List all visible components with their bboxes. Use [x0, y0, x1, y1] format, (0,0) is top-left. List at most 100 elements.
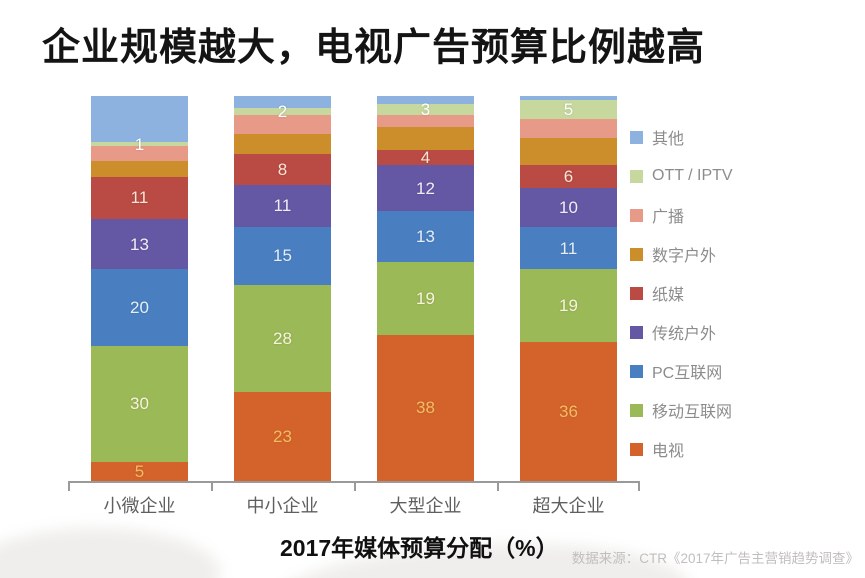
segment-value-label: 13	[416, 226, 435, 246]
category-label-小微企业: 小微企业	[103, 496, 176, 516]
legend: 其他 OTT / IPTV 广播数字户外纸媒传统户外 PC互联网移动互联网电视	[630, 130, 733, 481]
legend-label: 数字户外	[652, 248, 717, 265]
segment-value-label: 11	[273, 196, 292, 216]
segment-value-label: 1	[134, 134, 145, 154]
legend-swatch-icon	[630, 247, 643, 261]
segment-value-label: 2	[277, 101, 288, 121]
legend-label: OTT / IPTV	[652, 167, 733, 184]
segment-纸媒: 4	[377, 148, 474, 168]
legend-label: PC互联网	[652, 365, 723, 382]
segment-value-label: 10	[559, 198, 578, 218]
axis-tick	[68, 483, 70, 491]
legend-swatch-icon	[630, 442, 643, 456]
bar-slot: 3 4 12 13 19 38	[354, 96, 497, 481]
segment-传统户外: 11	[234, 184, 331, 227]
legend-label: 广播	[652, 209, 685, 226]
segment-value-label: 5	[134, 461, 145, 481]
data-source-note: 数据来源：CTR《2017年广告主营销趋势调查》	[571, 551, 859, 566]
axis-tick	[211, 483, 213, 491]
axis-tick	[354, 483, 356, 491]
segment-PC互联网: 15	[234, 226, 331, 285]
segment-传统户外: 13	[91, 219, 188, 270]
segment-OTT / IPTV: 1	[91, 136, 188, 153]
segment-移动互联网: 30	[91, 346, 188, 462]
stacked-bar-中小企业: 2 8 11 15 28 23	[234, 96, 331, 481]
segment-value-label: 3	[420, 99, 431, 119]
segment-value-label: 19	[559, 296, 578, 316]
x-axis-category-labels: 小微企业 中小企业 大型企业 超大企业	[68, 492, 640, 518]
legend-swatch-icon	[630, 325, 643, 339]
legend-item-广播: 广播	[630, 208, 733, 226]
bar-slot: 1 11 13 20 30 5	[68, 96, 211, 481]
segment-value-label: 15	[273, 246, 292, 266]
segment-value-label: 23	[273, 427, 292, 447]
legend-item-PC互联网: PC互联网	[630, 364, 733, 382]
bar-slot: 5 6 10 11 19 36	[497, 96, 640, 481]
segment-移动互联网: 19	[377, 261, 474, 335]
chart-caption: 2017年媒体预算分配（%）	[280, 535, 559, 561]
segment-PC互联网: 11	[520, 226, 617, 270]
segment-OTT / IPTV: 5	[520, 99, 617, 120]
segment-value-label: 28	[273, 329, 292, 349]
segment-广播	[91, 146, 188, 162]
segment-value-label: 13	[130, 234, 149, 254]
segment-value-label: 19	[416, 288, 435, 308]
category-label-超大企业: 超大企业	[532, 496, 605, 516]
segment-value-label: 12	[416, 178, 435, 198]
legend-label: 电视	[652, 443, 685, 460]
segment-电视: 36	[520, 342, 617, 481]
legend-swatch-icon	[630, 364, 643, 378]
legend-swatch-icon	[630, 403, 643, 417]
legend-swatch-icon	[630, 169, 643, 183]
segment-value-label: 38	[416, 398, 435, 418]
segment-value-label: 8	[277, 159, 288, 179]
segment-数字户外	[520, 138, 617, 166]
segment-value-label: 11	[130, 188, 149, 208]
segment-OTT / IPTV: 3	[377, 99, 474, 119]
segment-纸媒: 8	[234, 153, 331, 185]
segment-其他	[234, 96, 331, 108]
segment-其他	[520, 96, 617, 100]
legend-item-移动互联网: 移动互联网	[630, 403, 733, 421]
segment-value-label: 20	[130, 298, 149, 318]
stacked-bar-超大企业: 5 6 10 11 19 36	[520, 96, 617, 481]
watermark-shape	[0, 528, 220, 578]
segment-value-label: 30	[130, 394, 149, 414]
legend-swatch-icon	[630, 286, 643, 300]
legend-label: 其他	[652, 131, 685, 148]
segment-value-label: 11	[559, 238, 578, 258]
legend-item-数字户外: 数字户外	[630, 247, 733, 265]
axis-tick	[497, 483, 499, 491]
segment-纸媒: 6	[520, 165, 617, 189]
axis-tick	[638, 483, 640, 491]
x-axis-line	[68, 481, 640, 491]
legend-item-OTT / IPTV: OTT / IPTV	[630, 167, 733, 184]
segment-数字户外	[377, 126, 474, 150]
bar-slot: 2 8 11 15 28 23	[211, 96, 354, 481]
segment-OTT / IPTV: 2	[234, 103, 331, 120]
segment-电视: 23	[234, 392, 331, 481]
legend-item-传统户外: 传统户外	[630, 325, 733, 343]
segment-PC互联网: 13	[377, 211, 474, 262]
segment-value-label: 36	[559, 402, 578, 422]
segment-value-label: 4	[420, 148, 431, 168]
segment-移动互联网: 28	[234, 284, 331, 393]
chart-title: 企业规模越大，电视广告预算比例越高	[42, 27, 706, 69]
legend-swatch-icon	[630, 208, 643, 222]
legend-label: 移动互联网	[652, 404, 733, 421]
plot-area: 1 11 13 20 30 5 2 8 11 15 28 23 3 4 12 13 19 38 5 6 10 11 19 36	[68, 96, 640, 481]
segment-电视: 38	[377, 334, 474, 481]
segment-传统户外: 10	[520, 188, 617, 227]
category-label-大型企业: 大型企业	[389, 496, 462, 516]
segment-数字户外	[234, 134, 331, 154]
legend-item-其他: 其他	[630, 130, 733, 148]
legend-item-电视: 电视	[630, 442, 733, 460]
legend-item-纸媒: 纸媒	[630, 286, 733, 304]
legend-label: 纸媒	[652, 287, 685, 304]
stacked-bar-小微企业: 1 11 13 20 30 5	[91, 96, 188, 481]
segment-广播	[234, 115, 331, 135]
legend-swatch-icon	[630, 130, 643, 144]
segment-其他	[377, 96, 474, 104]
segment-传统户外: 12	[377, 165, 474, 212]
